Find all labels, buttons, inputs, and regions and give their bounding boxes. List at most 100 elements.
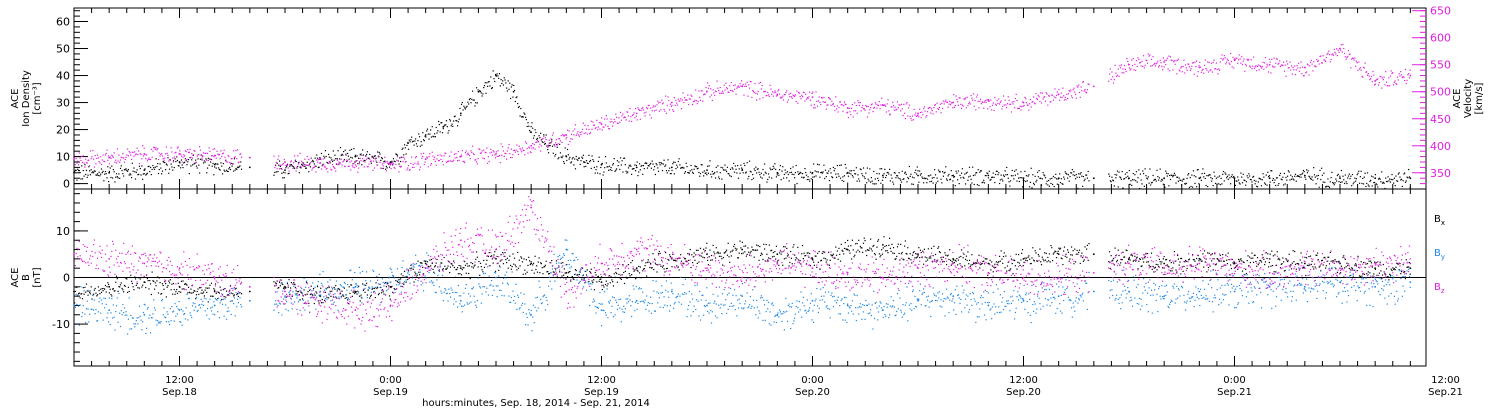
scatter-dot	[500, 78, 502, 81]
scatter-dot	[969, 175, 971, 177]
scatter-dot	[119, 286, 121, 288]
scatter-dot	[950, 170, 952, 172]
scatter-dot	[1338, 181, 1340, 183]
data-point	[670, 166, 673, 169]
scatter-dot	[224, 287, 226, 290]
scatter-dot	[1241, 176, 1243, 178]
scatter-dot	[638, 171, 640, 173]
scatter-dot	[826, 104, 828, 106]
scatter-dot	[192, 154, 194, 156]
scatter-dot	[293, 283, 296, 285]
scatter-dot	[820, 96, 823, 99]
scatter-dot	[718, 176, 720, 178]
data-point	[424, 134, 427, 136]
scatter-dot	[1214, 68, 1216, 70]
scatter-dot	[214, 289, 216, 291]
scatter-dot	[225, 160, 227, 162]
scatter-dot	[91, 156, 93, 158]
scatter-dot	[437, 154, 439, 156]
scatter-dot	[959, 174, 961, 177]
scatter-dot	[1108, 80, 1110, 82]
scatter-dot	[650, 107, 652, 109]
scatter-dot	[809, 180, 811, 182]
scatter-dot	[570, 133, 573, 135]
scatter-dot	[132, 170, 134, 172]
scatter-dot	[954, 185, 956, 187]
scatter-dot	[1340, 181, 1342, 184]
scatter-dot	[695, 165, 697, 168]
scatter-dot	[638, 272, 641, 274]
scatter-dot	[847, 175, 850, 177]
scatter-dot	[754, 82, 756, 85]
scatter-dot	[381, 167, 383, 170]
scatter-dot	[1158, 65, 1161, 67]
scatter-dot	[699, 247, 702, 249]
scatter-dot	[1018, 180, 1020, 183]
scatter-dot	[390, 167, 392, 170]
scatter-dot	[494, 270, 497, 272]
scatter-dot	[85, 173, 87, 176]
scatter-dot	[548, 272, 550, 275]
scatter-dot	[910, 173, 912, 175]
scatter-dot	[748, 175, 750, 178]
scatter-dot	[998, 103, 1001, 105]
scatter-dot	[769, 84, 771, 86]
scatter-dot	[1373, 181, 1375, 184]
scatter-dot	[468, 272, 470, 275]
scatter-dot	[468, 265, 471, 267]
scatter-dot	[484, 151, 486, 153]
scatter-dot	[1271, 58, 1273, 60]
scatter-dot	[195, 298, 197, 300]
scatter-dot	[684, 171, 687, 173]
scatter-dot	[1120, 178, 1123, 180]
scatter-dot	[721, 258, 723, 260]
scatter-dot	[523, 149, 525, 152]
scatter-dot	[915, 257, 918, 259]
scatter-dot	[568, 271, 570, 273]
scatter-dot	[364, 161, 366, 163]
scatter-dot	[1287, 67, 1289, 69]
scatter-dot	[111, 177, 114, 179]
scatter-dot	[955, 170, 957, 172]
scatter-dot	[669, 255, 672, 258]
scatter-dot	[156, 149, 158, 151]
scatter-dot	[552, 271, 554, 273]
scatter-dot	[628, 120, 630, 122]
scatter-dot	[975, 109, 977, 111]
scatter-dot	[278, 286, 280, 289]
scatter-dot	[324, 166, 326, 168]
scatter-dot	[133, 289, 135, 291]
scatter-dot	[999, 101, 1001, 103]
scatter-dot	[82, 287, 84, 289]
scatter-dot	[466, 154, 468, 156]
scatter-dot	[1010, 103, 1012, 105]
scatter-dot	[999, 260, 1001, 262]
scatter-dot	[119, 159, 122, 161]
scatter-dot	[977, 100, 979, 102]
scatter-dot	[176, 159, 179, 162]
scatter-dot	[1338, 51, 1340, 53]
scatter-dot	[638, 108, 640, 111]
scatter-dot	[99, 175, 101, 177]
scatter-dot	[1046, 93, 1048, 95]
scatter-dot	[523, 258, 525, 260]
scatter-dot	[1032, 96, 1035, 98]
scatter-dot	[424, 161, 426, 163]
scatter-dot	[567, 143, 569, 146]
scatter-dot	[415, 273, 417, 275]
scatter-dot	[705, 172, 707, 174]
scatter-dot	[1040, 177, 1042, 179]
scatter-dot	[179, 150, 181, 152]
scatter-dot	[82, 169, 84, 172]
scatter-dot	[1078, 173, 1080, 175]
scatter-dot	[218, 168, 220, 171]
scatter-dot	[949, 179, 951, 181]
scatter-dot	[536, 141, 538, 143]
scatter-dot	[668, 259, 670, 261]
scatter-dot	[160, 167, 162, 169]
scatter-dot	[354, 167, 356, 169]
scatter-dot	[851, 239, 853, 241]
scatter-dot	[313, 302, 315, 305]
scatter-dot	[1000, 174, 1002, 176]
scatter-dot	[617, 165, 619, 167]
